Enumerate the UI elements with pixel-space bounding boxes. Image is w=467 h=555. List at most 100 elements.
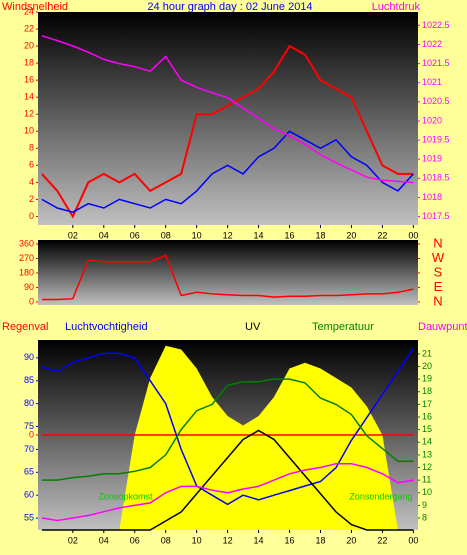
y-tick-label: 12 [24, 109, 34, 119]
series-label: Luchtvochtigheid [65, 321, 148, 333]
y-tick-label: 6 [29, 160, 34, 170]
y2-tick-label: 1020 [422, 115, 442, 125]
y-tick-label: 8 [29, 143, 34, 153]
line [41, 34, 414, 184]
y-tick-label: 90 [24, 352, 34, 362]
y2-tick-label: 8 [422, 512, 427, 522]
x-tick-label: 18 [315, 535, 325, 545]
y2-tick-label: 19 [422, 374, 432, 384]
line [41, 44, 414, 219]
x-tick-label: 00 [408, 230, 418, 240]
y2-tick-label: 1021.5 [422, 58, 450, 68]
y2-tick-label: 10 [422, 487, 432, 497]
x-tick-label: 04 [99, 535, 109, 545]
x-tick-label: 12 [223, 230, 233, 240]
y-tick-label: 85 [24, 375, 34, 385]
x-tick-label: 10 [192, 230, 202, 240]
y-tick-label: 75 [24, 421, 34, 431]
y2-tick-label: 21 [422, 348, 432, 358]
x-tick-label: 08 [161, 535, 171, 545]
y2-tick-label: 15 [422, 424, 432, 434]
y-tick-label: 70 [24, 444, 34, 454]
y2-tick-label: 16 [422, 411, 432, 421]
y-tick-label: 80 [24, 398, 34, 408]
y2-tick-label: 20 [422, 361, 432, 371]
x-tick-label: 14 [254, 230, 264, 240]
series-label: Temperatuur [312, 321, 374, 333]
annotation: Zonsondergang [349, 491, 412, 501]
chart-title: 24 hour graph day : 02 June 2014 [147, 1, 312, 13]
x-tick-label: 00 [408, 535, 418, 545]
x-tick-label: 08 [161, 230, 171, 240]
y2-tick-label: E [434, 279, 443, 294]
y-tick-label: 90 [24, 282, 34, 292]
y-tick-label: 360 [19, 238, 34, 248]
y-tick-label: 18 [24, 57, 34, 67]
line [41, 130, 414, 214]
y2-axis-label: Luchtdruk [372, 1, 421, 13]
x-tick-label: 14 [254, 535, 264, 545]
x-tick-label: 10 [192, 535, 202, 545]
y-tick-label: 4 [29, 177, 34, 187]
x-tick-label: 20 [346, 535, 356, 545]
line [41, 348, 415, 506]
x-tick-label: 18 [315, 230, 325, 240]
y-tick-label: 24 [24, 6, 34, 16]
x-tick-label: 22 [377, 535, 387, 545]
annotation: Zonsopkomst [98, 491, 153, 501]
x-tick-label: 02 [68, 230, 78, 240]
y-tick-label: 20 [24, 40, 34, 50]
y2-tick-label: 11 [422, 475, 431, 485]
series-label: Dauwpunt [418, 321, 467, 333]
y-tick-label: 16 [24, 75, 34, 85]
x-tick-label: 06 [130, 535, 140, 545]
y2-tick-label: 1022.5 [422, 20, 450, 30]
line [41, 378, 414, 481]
y-tick-label: 22 [24, 23, 34, 33]
y2-tick-label: 1022 [422, 39, 442, 49]
x-tick-label: 16 [285, 535, 295, 545]
y2-tick-label: 1018.5 [422, 173, 450, 183]
y-tick-label: 14 [24, 92, 34, 102]
series-label: UV [245, 321, 261, 333]
y2-tick-label: 12 [422, 462, 432, 472]
y3-tick-label: 0 [29, 429, 34, 439]
y-tick-label: 180 [19, 267, 34, 277]
y-axis-label: Windsnelheid [2, 1, 68, 13]
y2-tick-label: 18 [422, 386, 432, 396]
x-tick-label: 02 [68, 535, 78, 545]
y2-tick-label: 1021 [422, 77, 442, 87]
x-tick-label: 22 [377, 230, 387, 240]
y2-tick-label: 1019.5 [422, 134, 450, 144]
area [41, 345, 414, 530]
y2-tick-label: 1020.5 [422, 96, 450, 106]
x-tick-label: 12 [223, 535, 233, 545]
line [41, 429, 414, 531]
y-tick-label: 270 [19, 253, 34, 263]
y-tick-label: 0 [29, 211, 34, 221]
y2-tick-label: 1017.5 [422, 211, 450, 221]
y2-tick-label: 1019 [422, 154, 442, 164]
y-tick-label: 2 [29, 194, 34, 204]
y-tick-label: 0 [29, 296, 34, 306]
series-label: Regenval [2, 321, 48, 333]
x-tick-label: 16 [285, 230, 295, 240]
line [41, 254, 414, 301]
y-tick-label: 65 [24, 467, 34, 477]
y-tick-label: 60 [24, 490, 34, 500]
y2-tick-label: 1018 [422, 192, 442, 202]
y-tick-label: 55 [24, 512, 34, 522]
y2-tick-label: N [433, 235, 442, 250]
y2-tick-label: 13 [422, 449, 432, 459]
y2-tick-label: 17 [422, 399, 432, 409]
y2-tick-label: N [433, 293, 442, 308]
y-tick-label: 10 [24, 126, 34, 136]
y2-tick-label: 9 [422, 500, 427, 510]
plot-area [38, 12, 418, 225]
x-tick-label: 06 [130, 230, 140, 240]
x-tick-label: 04 [99, 230, 109, 240]
x-tick-label: 20 [346, 230, 356, 240]
y2-tick-label: W [432, 250, 445, 265]
y2-tick-label: S [434, 264, 443, 279]
